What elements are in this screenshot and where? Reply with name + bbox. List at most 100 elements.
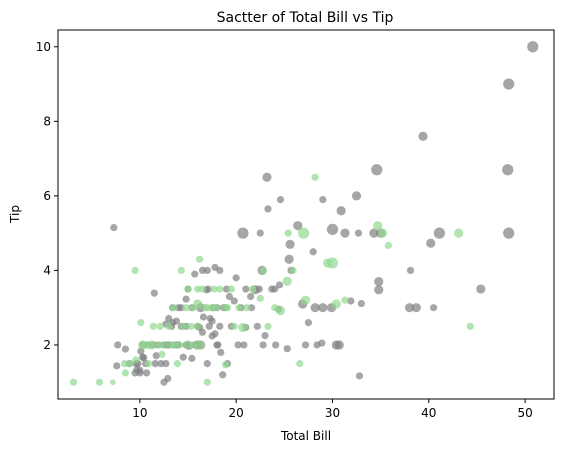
- scatter-point-gray-40: [271, 285, 279, 293]
- scatter-point-gray-121: [140, 354, 148, 362]
- scatter-point-gray-126: [211, 330, 219, 338]
- scatter-point-green-32: [235, 304, 243, 312]
- scatter-point-gray-8: [319, 195, 327, 204]
- scatter-point-green-5: [131, 266, 139, 275]
- scatter-point-gray-16: [354, 229, 363, 237]
- scatter-point-gray-7: [336, 206, 346, 216]
- scatter-point-green-11: [158, 350, 166, 358]
- scatter-point-gray-21: [256, 229, 264, 237]
- y-axis-label: Tip: [8, 205, 22, 224]
- scatter-point-gray-50: [476, 284, 486, 294]
- scatter-point-green-35: [248, 285, 257, 293]
- scatter-point-green-4: [120, 359, 129, 368]
- scatter-point-gray-70: [304, 318, 313, 327]
- scatter-point-green-3: [121, 369, 130, 377]
- scatter-point-gray-145: [172, 317, 181, 325]
- scatter-point-green-10: [155, 341, 163, 349]
- scatter-point-gray-118: [152, 352, 160, 360]
- scatter-point-green-15: [169, 304, 178, 312]
- scatter-point-green-50: [331, 299, 341, 309]
- scatter-point-gray-68: [272, 341, 280, 349]
- points-layer: [69, 41, 539, 386]
- scatter-point-green-25: [203, 378, 211, 386]
- scatter-point-green-71: [227, 285, 235, 293]
- scatter-point-green-73: [187, 322, 195, 330]
- scatter-point-green-6: [137, 318, 145, 327]
- scatter-point-green-47: [311, 173, 319, 181]
- chart-title: Sactter of Total Bill vs Tip: [217, 10, 394, 26]
- scatter-point-gray-110: [203, 359, 211, 368]
- scatter-point-green-42: [284, 229, 292, 237]
- scatter-point-green-54: [384, 241, 392, 250]
- scatter-point-gray-80: [114, 341, 122, 349]
- scatter-point-gray-19: [433, 227, 445, 239]
- scatter-point-gray-144: [133, 365, 141, 374]
- scatter-point-green-8: [144, 359, 153, 368]
- scatter-point-green-17: [177, 266, 185, 275]
- scatter-point-green-68: [203, 304, 211, 312]
- scatter-point-green-61: [156, 322, 164, 330]
- scatter-point-gray-123: [160, 378, 168, 386]
- scatter-point-green-41: [282, 276, 292, 286]
- scatter-point-gray-2: [502, 164, 514, 176]
- scatter-point-green-33: [238, 322, 248, 333]
- scatter-point-gray-66: [261, 332, 269, 340]
- scatter-point-gray-12: [110, 223, 118, 232]
- scatter-point-gray-106: [188, 354, 196, 362]
- scatter-point-gray-76: [355, 372, 364, 380]
- scatter-point-green-12: [161, 341, 169, 349]
- scatter-point-gray-25: [309, 248, 317, 256]
- scatter-point-gray-92: [151, 359, 159, 368]
- scatter-point-gray-47: [404, 303, 415, 313]
- scatter-point-green-56: [466, 322, 474, 330]
- x-tick-label: 40: [421, 406, 436, 420]
- scatter-point-green-64: [183, 340, 193, 350]
- scatter-point-green-38: [264, 322, 272, 330]
- scatter-point-gray-139: [191, 270, 199, 278]
- scatter-point-green-45: [297, 227, 310, 239]
- y-tick-label: 10: [36, 40, 51, 54]
- scatter-point-green-69: [221, 304, 229, 312]
- scatter-point-gray-3: [503, 227, 515, 239]
- scatter-point-gray-14: [326, 223, 339, 236]
- scatter-point-gray-33: [198, 266, 207, 275]
- scatter-point-gray-128: [240, 341, 248, 349]
- scatter-point-green-70: [210, 285, 218, 293]
- scatter-point-gray-10: [264, 205, 272, 213]
- scatter-point-gray-1: [503, 78, 515, 90]
- scatter-point-gray-31: [232, 274, 240, 282]
- scatter-point-gray-28: [374, 276, 384, 287]
- scatter-point-green-34: [243, 304, 251, 312]
- scatter-point-green-27: [212, 304, 220, 312]
- y-tick-label: 8: [43, 114, 51, 128]
- scatter-point-gray-81: [121, 345, 130, 353]
- scatter-point-gray-4: [418, 131, 428, 141]
- scatter-point-green-59: [138, 340, 148, 350]
- scatter-point-green-19: [184, 285, 192, 293]
- scatter-point-gray-42: [310, 303, 320, 313]
- scatter-point-gray-67: [259, 341, 267, 349]
- scatter-point-green-51: [341, 296, 349, 304]
- scatter-point-gray-15: [340, 228, 350, 238]
- scatter-point-green-36: [256, 294, 264, 302]
- scatter-point-green-53: [377, 228, 388, 238]
- scatter-point-gray-74: [334, 340, 344, 350]
- ticks-layer: 10 20 30 40 50 2 4 6 8 10: [36, 40, 533, 420]
- scatter-point-green-49: [326, 257, 339, 269]
- scatter-point-gray-48: [411, 303, 421, 313]
- y-tick-label: 2: [43, 338, 51, 352]
- scatter-point-green-1: [95, 378, 104, 386]
- scatter-point-gray-140: [225, 292, 234, 301]
- scatter-point-green-28: [216, 285, 224, 293]
- scatter-point-gray-49: [430, 304, 438, 312]
- scatter-point-gray-127: [234, 341, 242, 349]
- scatter-point-gray-46: [374, 285, 384, 295]
- scatter-point-gray-147: [162, 359, 170, 368]
- scatter-point-green-58: [132, 356, 140, 364]
- scatter-point-gray-79: [113, 362, 121, 370]
- scatter-point-gray-149: [214, 341, 222, 349]
- scatter-point-green-29: [221, 361, 230, 369]
- scatter-point-green-57: [126, 359, 134, 368]
- scatter-point-gray-13: [293, 221, 303, 231]
- scatter-point-gray-151: [205, 322, 213, 330]
